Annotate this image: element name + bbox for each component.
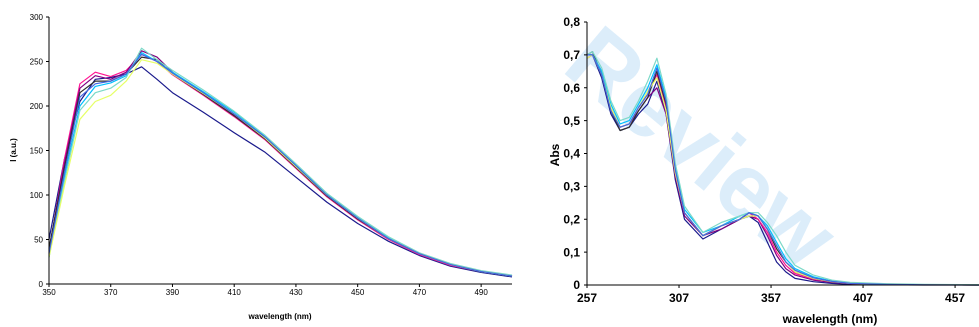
absorbance-y-tick-label: 0,5 bbox=[563, 114, 580, 128]
fluorescence-tick-labels: 0 50 100 150 200 250 300 350 370 390 410 430 450 470 4… bbox=[30, 13, 489, 297]
absorbance-series-group bbox=[586, 50, 979, 286]
fluorescence-axes bbox=[46, 16, 512, 287]
fluorescence-series-line-3 bbox=[48, 50, 513, 277]
fluorescence-x-tick-label: 490 bbox=[474, 288, 488, 297]
absorbance-y-tick-label: 0,3 bbox=[563, 180, 580, 194]
absorbance-y-tick-label: 0,7 bbox=[563, 48, 580, 62]
fluorescence-y-tick-label: 300 bbox=[30, 13, 44, 22]
fluorescence-series-line-1 bbox=[48, 66, 513, 278]
absorbance-y-tick-label: 0,2 bbox=[563, 212, 580, 226]
absorbance-y-tick-label: 0 bbox=[573, 278, 580, 292]
watermark-text: Review bbox=[547, 7, 856, 289]
watermark: Review bbox=[547, 7, 856, 289]
absorbance-x-tick-label: 407 bbox=[853, 291, 873, 305]
absorbance-x-axis-label: wavelength (nm) bbox=[782, 312, 878, 326]
fluorescence-chart: 0 50 100 150 200 250 300 350 370 390 410 430 450 470 4… bbox=[9, 13, 513, 321]
fluorescence-x-tick-label: 470 bbox=[413, 288, 427, 297]
fluorescence-series-line-8 bbox=[48, 53, 513, 277]
fluorescence-x-tick-label: 430 bbox=[289, 288, 303, 297]
fluorescence-x-tick-label: 370 bbox=[104, 288, 118, 297]
fluorescence-y-tick-label: 150 bbox=[30, 146, 44, 155]
absorbance-x-tick-label: 307 bbox=[669, 291, 689, 305]
absorbance-axes bbox=[584, 21, 979, 288]
fluorescence-y-tick-label: 250 bbox=[30, 57, 44, 66]
absorbance-y-tick-label: 0,4 bbox=[563, 147, 580, 161]
fluorescence-series-line-7 bbox=[48, 59, 513, 277]
fluorescence-x-tick-label: 410 bbox=[228, 288, 242, 297]
fluorescence-x-tick-label: 350 bbox=[42, 288, 56, 297]
fluorescence-y-axis-label: I (a.u.) bbox=[9, 138, 18, 162]
absorbance-series-line-6 bbox=[586, 50, 979, 286]
absorbance-tick-labels: 0 0,1 0,2 0,3 0,4 0,5 0,6 0,7 0,8 257 307 357 407 457 bbox=[563, 15, 965, 305]
fluorescence-x-axis-label: wavelength (nm) bbox=[247, 312, 311, 321]
fluorescence-series-group bbox=[48, 47, 513, 278]
fluorescence-series-line-4 bbox=[48, 56, 513, 277]
fluorescence-y-tick-label: 50 bbox=[34, 235, 43, 244]
fluorescence-x-tick-label: 450 bbox=[351, 288, 365, 297]
absorbance-y-tick-label: 0,8 bbox=[563, 15, 580, 29]
absorbance-y-tick-label: 0,1 bbox=[563, 245, 580, 259]
fluorescence-series-line-6 bbox=[48, 47, 513, 276]
fluorescence-y-tick-label: 200 bbox=[30, 102, 44, 111]
absorbance-series-line-8 bbox=[587, 54, 979, 286]
absorbance-chart: 0 0,1 0,2 0,3 0,4 0,5 0,6 0,7 0,8 257 307 357 407 457… bbox=[548, 15, 979, 326]
fluorescence-y-tick-label: 100 bbox=[30, 191, 44, 200]
fluorescence-x-tick-label: 390 bbox=[166, 288, 180, 297]
fluorescence-y-tick-label: 0 bbox=[39, 280, 44, 289]
absorbance-y-axis-label: Abs bbox=[548, 143, 562, 166]
absorbance-y-tick-label: 0,6 bbox=[563, 81, 580, 95]
fluorescence-series-line-2 bbox=[48, 53, 513, 277]
absorbance-x-tick-label: 457 bbox=[945, 291, 965, 305]
absorbance-x-tick-label: 257 bbox=[577, 291, 597, 305]
absorbance-x-tick-label: 357 bbox=[761, 291, 781, 305]
